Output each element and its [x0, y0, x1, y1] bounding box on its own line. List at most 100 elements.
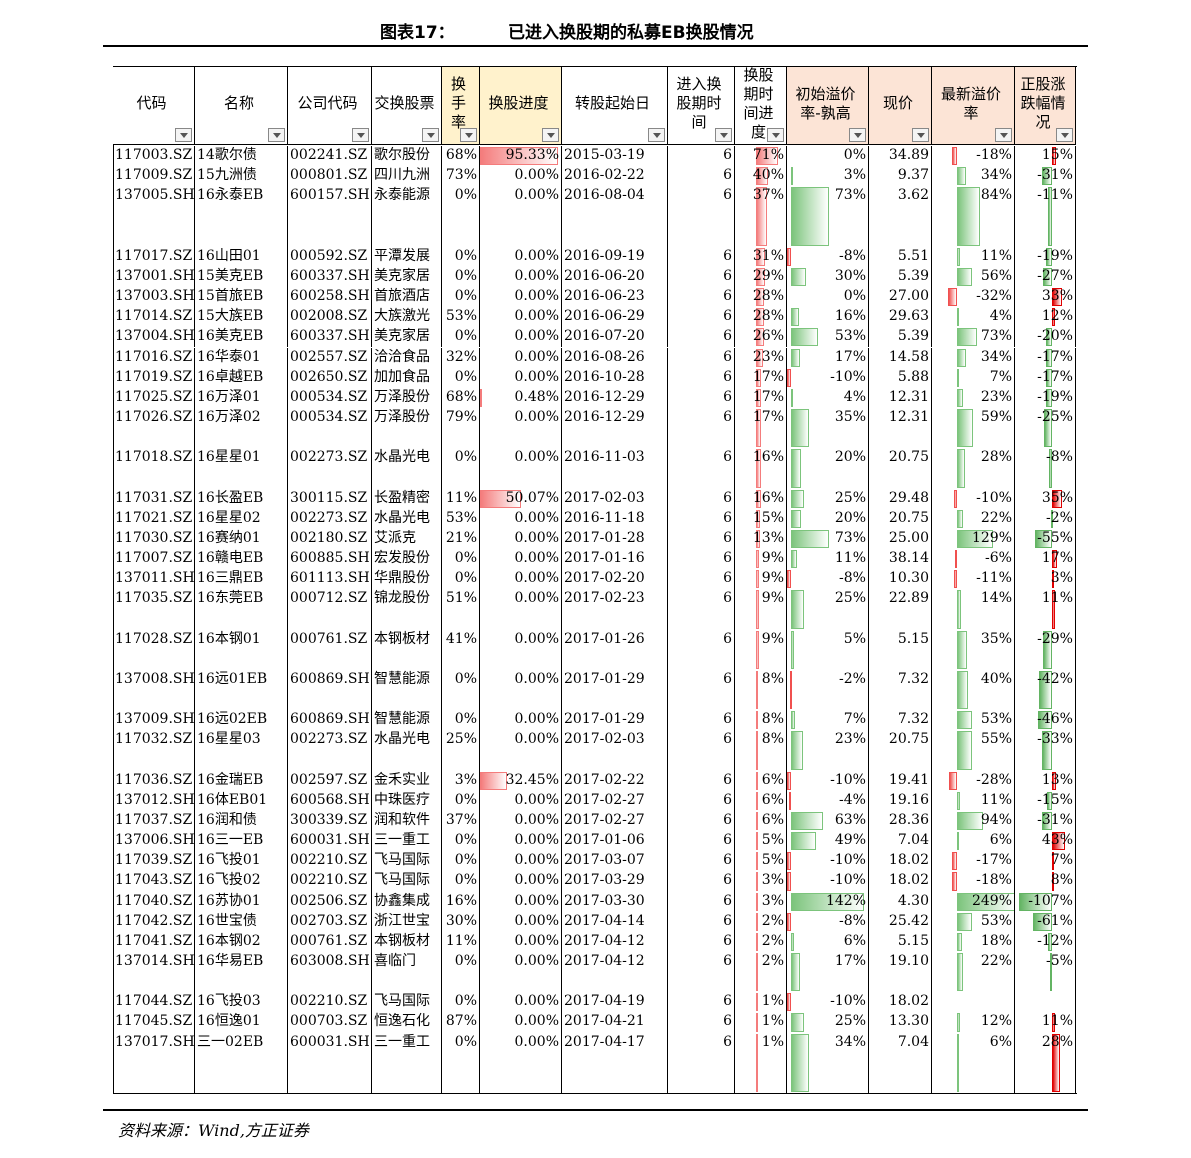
data-bar	[1050, 509, 1053, 528]
filter-button[interactable]	[912, 128, 929, 142]
data-bar	[480, 489, 522, 508]
filter-button[interactable]	[849, 128, 866, 142]
cell-text: 000801.SZ	[290, 167, 368, 184]
data-bar	[755, 811, 758, 831]
table-cell: 28%	[735, 307, 787, 328]
cell-text: 16世宝债	[197, 912, 257, 929]
cell-text: 5.39	[897, 328, 929, 345]
filter-button[interactable]	[460, 128, 477, 142]
filter-button[interactable]	[715, 128, 732, 142]
table-cell: -11%	[1015, 186, 1076, 247]
cell-text: 68%	[445, 147, 477, 163]
cell-text: 18%	[980, 932, 1012, 949]
table-cell: 117042.SZ	[113, 911, 195, 932]
filter-button[interactable]	[648, 128, 665, 142]
table-cell: 0%	[442, 710, 480, 731]
cell-text: 16苏协01	[197, 892, 261, 909]
table-cell: 002506.SZ	[288, 891, 372, 912]
cell-text: 11%	[445, 932, 477, 949]
table-cell: 2016-09-19	[562, 246, 668, 267]
table-cell: 117035.SZ	[113, 589, 195, 630]
table-cell: 2017-01-26	[562, 629, 668, 670]
cell-text: 117043.SZ	[115, 872, 193, 889]
cell-text: 1%	[761, 1013, 784, 1030]
filter-button[interactable]	[542, 128, 559, 142]
table-cell: 002273.SZ	[288, 730, 372, 771]
cell-text: 53%	[445, 308, 477, 325]
table-cell: 14歌尔债	[195, 146, 288, 167]
cell-text: 0.00%	[514, 449, 559, 466]
cell-text: 000761.SZ	[290, 932, 368, 949]
cell-text: 137011.SH	[115, 570, 195, 587]
table-cell: 600568.SH	[288, 790, 372, 811]
cell-text: 4%	[989, 308, 1012, 325]
cell-text: 本钢板材	[374, 932, 430, 949]
cell-text: 6	[723, 529, 732, 546]
cell-text: 137004.SH	[115, 328, 195, 345]
cell-text: 16润和债	[197, 811, 257, 828]
cell-text: 0.00%	[514, 1033, 559, 1050]
table-cell: 0.00%	[480, 287, 562, 308]
table-cell: -19%	[1015, 387, 1076, 408]
cell-text: -25%	[1037, 408, 1073, 425]
filter-button[interactable]	[995, 128, 1012, 142]
cell-text: 0%	[454, 288, 477, 305]
table-cell: 23%	[735, 347, 787, 368]
cell-text: 润和软件	[374, 811, 430, 828]
cell-text: -11%	[1037, 187, 1073, 204]
table-cell: 1%	[735, 992, 787, 1013]
table-cell: 2016-06-23	[562, 287, 668, 308]
cell-text: 25%	[834, 489, 866, 506]
filter-button[interactable]	[422, 128, 439, 142]
cell-text: 73%	[834, 187, 866, 204]
table-cell: 13%	[1015, 770, 1076, 791]
data-bar	[755, 187, 768, 246]
filter-button[interactable]	[767, 128, 784, 142]
filter-button[interactable]	[175, 128, 192, 142]
cell-text: 2017-02-20	[564, 570, 645, 587]
cell-text: 137017.SH	[115, 1033, 195, 1050]
data-bar	[1051, 489, 1063, 508]
table-cell: 3.62	[869, 186, 932, 247]
cell-text: 4%	[843, 388, 866, 405]
table-cell: 2016-02-22	[562, 166, 668, 187]
cell-text: 14.58	[888, 348, 929, 365]
table-cell: 117018.SZ	[113, 448, 195, 489]
cell-text: 16本钢01	[197, 630, 261, 647]
data-bar	[956, 811, 983, 831]
data-bar	[755, 388, 761, 407]
table-cell: 6	[668, 891, 735, 912]
cell-text: 永泰能源	[374, 187, 430, 204]
cell-text: -8%	[839, 247, 866, 264]
cell-text: 6	[723, 247, 732, 264]
cell-text: 2017-02-23	[564, 590, 645, 607]
cell-text: -32%	[976, 288, 1012, 305]
table-cell: 28%	[735, 287, 787, 308]
filter-button[interactable]	[352, 128, 369, 142]
cell-text: 美克家居	[374, 267, 430, 284]
table-cell: 0%	[442, 831, 480, 852]
table-cell: 2017-04-19	[562, 992, 668, 1013]
cell-text: 智慧能源	[374, 670, 430, 687]
table-cell: -17%	[1015, 367, 1076, 388]
cell-text: 本钢板材	[374, 630, 430, 647]
data-bar	[755, 1013, 758, 1032]
cell-text: 6	[723, 550, 732, 566]
table-cell: 18%	[932, 931, 1015, 952]
cell-text: 0.00%	[514, 731, 559, 748]
data-bar	[956, 328, 978, 347]
data-bar	[791, 832, 817, 851]
cell-text: 002703.SZ	[290, 912, 368, 929]
cell-text: 首旅酒店	[374, 288, 430, 305]
table-cell: 11%	[442, 488, 480, 509]
filter-button[interactable]	[268, 128, 285, 142]
data-bar	[1042, 167, 1052, 186]
cell-text: 2017-01-29	[564, 670, 645, 687]
cell-text: 23%	[834, 731, 866, 748]
cell-text: 16体EB01	[197, 791, 268, 808]
cell-text: 12%	[980, 1013, 1012, 1030]
data-bar	[956, 953, 963, 992]
filter-button[interactable]	[1056, 128, 1073, 142]
table-cell: 0.00%	[480, 246, 562, 267]
cell-text: 2017-02-27	[564, 811, 645, 828]
